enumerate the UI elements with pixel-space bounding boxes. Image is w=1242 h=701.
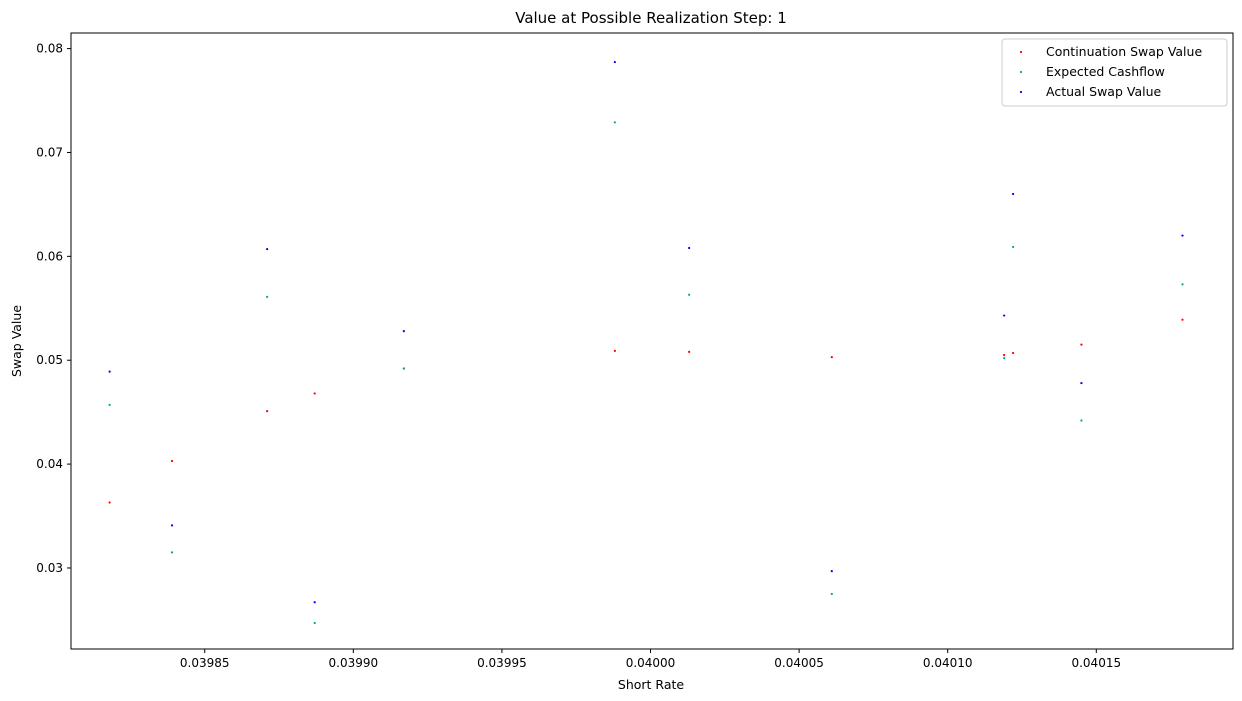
data-point-series-0 [266, 410, 269, 413]
y-tick-label: 0.06 [36, 249, 63, 263]
y-tick-label: 0.07 [36, 145, 63, 159]
x-tick-label: 0.04005 [774, 656, 824, 670]
legend: Continuation Swap Value Expected Cashflow… [1001, 38, 1228, 107]
data-point-series-2 [1080, 381, 1083, 385]
x-axis-label: Short Rate [618, 677, 684, 692]
legend-box [1001, 38, 1228, 107]
data-point-series-1 [688, 293, 691, 296]
data-point-series-1 [1181, 283, 1184, 286]
data-point-series-1 [170, 551, 174, 554]
data-point-series-0 [108, 501, 111, 504]
data-point-series-0 [1003, 353, 1006, 357]
plot-area [70, 32, 1234, 650]
data-point-series-1 [1003, 357, 1006, 360]
data-point-series-1 [1011, 245, 1015, 249]
y-axis: 0.03 0.04 0.05 0.06 0.07 0.08 [36, 42, 71, 575]
data-point-series-0 [830, 356, 833, 359]
y-tick-label: 0.04 [36, 457, 63, 471]
legend-marker [1019, 70, 1023, 74]
data-point-series-2 [688, 246, 691, 250]
data-point-series-2 [830, 569, 833, 573]
legend-marker [1019, 90, 1023, 94]
y-axis-label: Swap Value [9, 305, 24, 377]
y-tick-label: 0.03 [36, 561, 63, 575]
data-point-series-1 [108, 403, 111, 406]
data-point-series-2 [170, 524, 174, 527]
x-axis: 0.03985 0.03990 0.03995 0.04000 0.04005 0.040… [180, 649, 1121, 670]
data-point-series-1 [1080, 419, 1083, 422]
data-point-series-2 [313, 601, 316, 604]
chart-title: Value at Possible Realization Step: 1 [515, 9, 787, 27]
data-point-series-0 [170, 459, 174, 463]
x-tick-label: 0.04010 [923, 656, 973, 670]
data-point-series-0 [613, 349, 616, 352]
data-point-series-2 [1181, 234, 1184, 237]
data-point-series-1 [830, 592, 833, 596]
data-point-series-2 [1003, 314, 1006, 317]
x-tick-label: 0.04015 [1071, 656, 1121, 670]
data-point-series-1 [613, 121, 616, 124]
data-point-series-2 [266, 247, 269, 251]
x-tick-label: 0.03995 [477, 656, 527, 670]
data-point-series-0 [1080, 343, 1083, 346]
data-point-series-1 [266, 295, 269, 298]
data-point-series-0 [1181, 318, 1184, 321]
y-tick-label: 0.05 [36, 353, 63, 367]
data-point-series-2 [1011, 192, 1015, 196]
data-points [108, 60, 1184, 625]
data-point-series-0 [313, 392, 316, 395]
data-point-series-1 [402, 367, 405, 370]
data-point-series-0 [1011, 351, 1015, 355]
data-point-series-2 [108, 370, 111, 373]
data-point-series-1 [313, 621, 316, 625]
y-tick-label: 0.08 [36, 42, 63, 56]
legend-label: Expected Cashflow [1046, 64, 1165, 79]
x-tick-label: 0.04000 [626, 656, 676, 670]
legend-label: Continuation Swap Value [1046, 44, 1202, 59]
legend-marker [1019, 50, 1023, 54]
x-tick-label: 0.03985 [180, 656, 230, 670]
data-point-series-2 [402, 330, 405, 333]
data-point-series-2 [613, 60, 616, 64]
x-tick-label: 0.03990 [329, 656, 379, 670]
data-point-series-0 [688, 350, 691, 354]
legend-label: Actual Swap Value [1046, 84, 1161, 99]
